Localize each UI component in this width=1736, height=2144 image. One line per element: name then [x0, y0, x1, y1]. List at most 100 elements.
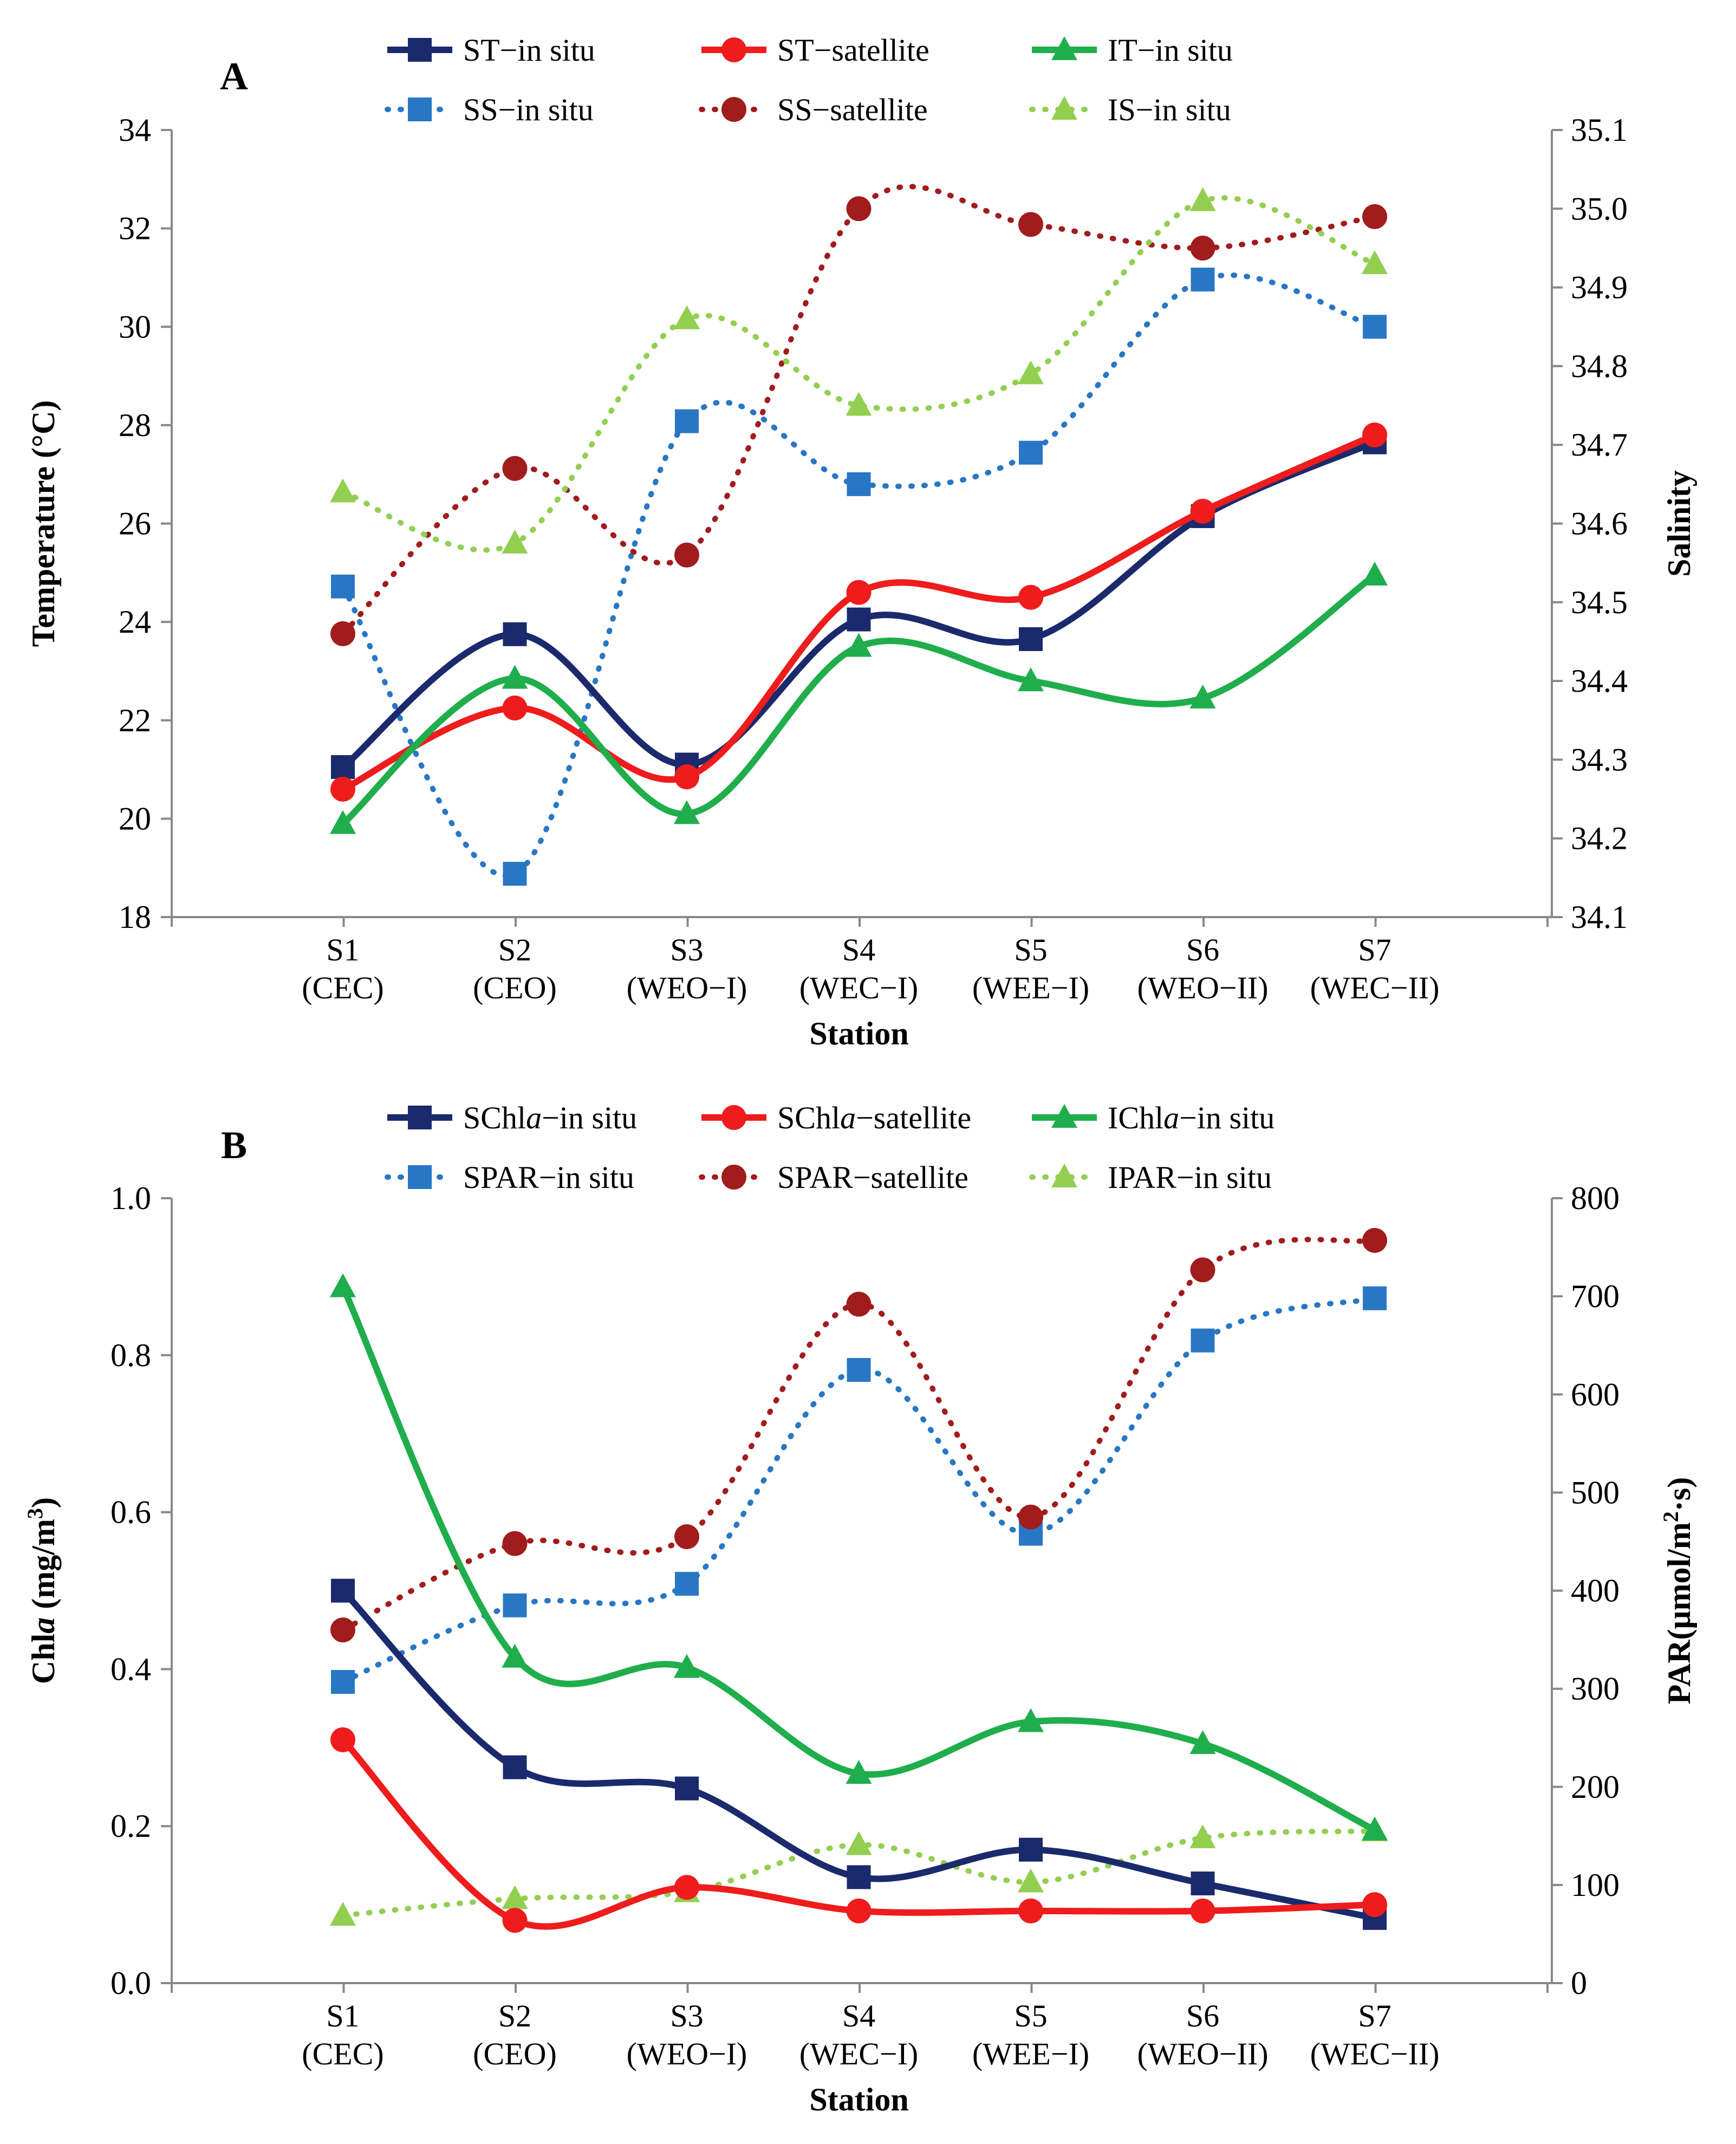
series-ichla-in-situ	[330, 1273, 1388, 1841]
x-category-sublabel: (WEO−II)	[1137, 970, 1268, 1005]
x-axis-title: Station	[809, 2082, 908, 2117]
legend-swatch-marker	[408, 98, 432, 121]
y-tick-label-left: 1.0	[110, 1180, 151, 1216]
legend-swatch-marker	[1051, 1104, 1077, 1128]
data-point-marker	[502, 1531, 528, 1556]
series-schla-satellite	[330, 1727, 1387, 1933]
y-tick-label-left: 0.6	[110, 1495, 151, 1530]
y-axis-title-left: Temperature (°C)	[25, 400, 61, 647]
data-point-marker	[847, 607, 871, 632]
data-point-marker	[1362, 1892, 1387, 1918]
series-it-in-situ	[330, 561, 1388, 834]
x-category-label: S2	[498, 932, 531, 967]
series-ss-in-situ	[331, 268, 1387, 886]
data-point-marker	[1363, 315, 1387, 339]
legend-swatch-marker	[721, 37, 746, 62]
legend-entry: SS−in situ	[385, 92, 594, 127]
y-tick-label-left: 32	[119, 211, 151, 246]
y-tick-label-right: 34.6	[1571, 506, 1628, 542]
x-category-sublabel: (CEC)	[302, 970, 383, 1005]
y-tick-label-left: 30	[119, 309, 151, 345]
data-point-marker	[1018, 667, 1044, 692]
x-category-label: S7	[1358, 932, 1391, 967]
data-point-marker	[675, 1776, 699, 1801]
x-category-sublabel: (WEO−II)	[1137, 2036, 1268, 2071]
series-spar-satellite	[330, 1227, 1387, 1642]
data-point-marker	[1018, 212, 1043, 237]
data-point-marker	[1190, 498, 1215, 524]
x-category-sublabel: (WEE−I)	[972, 2036, 1089, 2071]
data-point-marker	[846, 580, 872, 605]
y-tick-label-left: 34	[119, 112, 151, 148]
data-point-marker	[847, 1357, 871, 1382]
x-category-label: S5	[1014, 932, 1047, 967]
x-category-sublabel: (WEC−I)	[799, 970, 919, 1005]
panel-a: A 18 20 22 24 26 28 30 32 34 34.1 34.2 34.3 34.4 34.5 3…	[25, 33, 1697, 1051]
legend-entry: IS−in situ	[1029, 92, 1231, 127]
y-tick-label-right: 34.4	[1571, 663, 1628, 699]
x-category-label: S3	[670, 932, 703, 967]
legend-label: SS−satellite	[777, 92, 928, 127]
data-point-marker	[1362, 561, 1388, 586]
data-point-marker	[330, 1727, 355, 1752]
legend-entry: ST−satellite	[701, 33, 929, 68]
data-point-marker	[1018, 360, 1044, 385]
legend-label: IChla−in situ	[1108, 1100, 1275, 1135]
data-point-marker	[503, 862, 527, 886]
data-point-marker	[675, 409, 699, 433]
y-tick-label-left: 0.4	[110, 1651, 151, 1687]
y-tick-label-right: 34.5	[1571, 584, 1628, 620]
data-point-marker	[502, 456, 528, 481]
data-point-marker	[1189, 187, 1216, 211]
panel-label: B	[221, 1123, 247, 1167]
y-tick-label-right: 35.0	[1571, 191, 1628, 226]
x-category-sublabel: (CEO)	[473, 2036, 557, 2071]
data-point-marker	[1018, 1504, 1043, 1530]
data-point-marker	[847, 472, 871, 496]
data-point-marker	[330, 1617, 355, 1642]
series-line	[340, 1237, 1377, 1633]
y-tick-label-left: 24	[119, 604, 151, 640]
y-tick-label-right: 34.9	[1571, 270, 1628, 306]
x-category-label: S5	[1014, 1998, 1047, 2033]
y-tick-label-right: 500	[1571, 1474, 1620, 1510]
legend-label: SChla−in situ	[463, 1100, 637, 1135]
x-category-sublabel: (WEC−II)	[1310, 970, 1440, 1005]
series-line	[340, 1295, 1377, 1685]
legend-entry: IChla−in situ	[1032, 1100, 1275, 1135]
data-point-marker	[846, 1760, 872, 1784]
y-tick-label-left: 28	[119, 407, 151, 443]
data-point-marker	[1018, 584, 1043, 610]
y-tick-label-right: 100	[1571, 1867, 1620, 1903]
legend-label: IPAR−in situ	[1108, 1160, 1272, 1195]
series-line	[340, 1285, 1376, 1833]
data-point-marker	[1189, 1730, 1216, 1755]
x-category-sublabel: (WEE−I)	[972, 970, 1089, 1005]
data-point-marker	[1189, 684, 1216, 709]
data-point-marker	[1362, 250, 1388, 275]
data-point-marker	[846, 196, 872, 222]
data-point-marker	[675, 1571, 699, 1596]
data-point-marker	[1190, 1257, 1215, 1283]
legend-swatch-marker	[721, 1105, 746, 1130]
data-point-marker	[674, 1654, 700, 1678]
data-point-marker	[502, 665, 528, 689]
x-category-label: S7	[1358, 1998, 1391, 2033]
legend-entry: SPAR−satellite	[699, 1160, 968, 1195]
data-point-marker	[502, 696, 528, 721]
data-point-marker	[1362, 204, 1387, 229]
legend-label: ST−satellite	[777, 33, 929, 68]
y-tick-label-right: 700	[1571, 1278, 1620, 1314]
series-st-satellite	[330, 423, 1387, 802]
y-tick-label-left: 22	[119, 703, 151, 738]
data-point-marker	[1018, 1708, 1044, 1732]
series-line	[340, 272, 1377, 879]
legend-label: IT−in situ	[1108, 33, 1233, 68]
series-ss-satellite	[330, 184, 1387, 646]
data-point-marker	[674, 305, 700, 329]
y-axis-title-left: Chla (mg/m3)	[23, 1497, 62, 1684]
data-point-marker	[1363, 1286, 1387, 1310]
series-schla-in-situ	[331, 1578, 1387, 1930]
y-tick-label-right: 200	[1571, 1769, 1620, 1805]
y-tick-label-left: 20	[119, 801, 151, 836]
